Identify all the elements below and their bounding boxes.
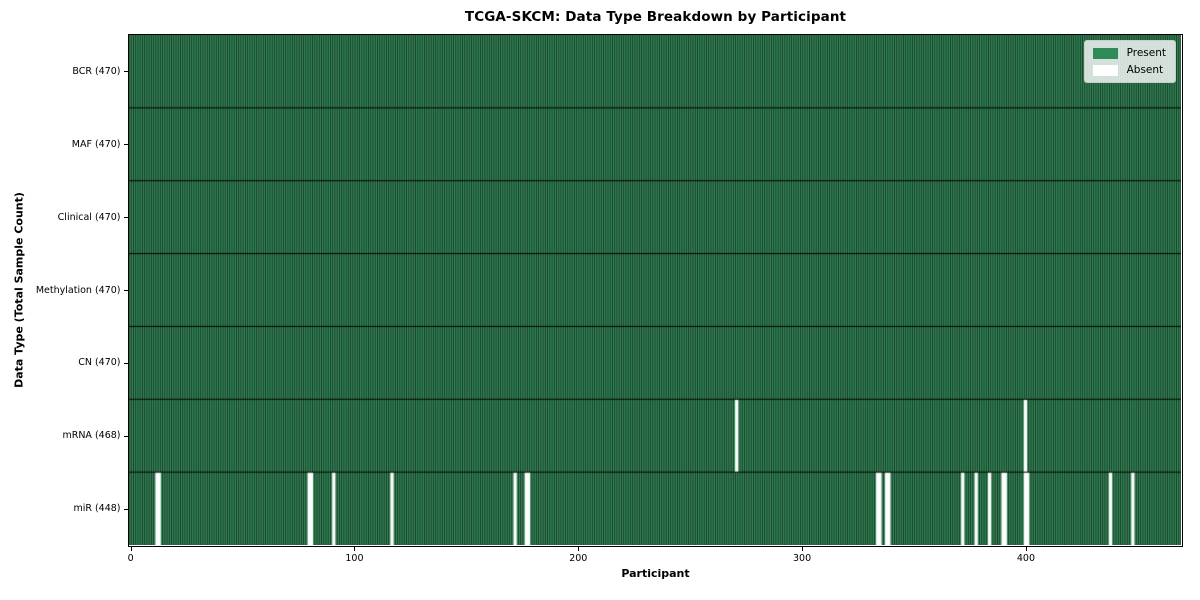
legend-label-absent: Absent (1126, 64, 1164, 76)
legend-entry-absent: Absent (1092, 64, 1166, 76)
y-tick-mark (124, 290, 128, 291)
y-tick-mark (124, 508, 128, 510)
y-tick-label: BCR (470) (72, 65, 121, 77)
x-tick-label: 300 (793, 552, 812, 564)
heatmap-canvas (129, 35, 1181, 545)
y-tick-label: Methylation (470) (35, 284, 121, 296)
x-tick-label: 200 (569, 552, 588, 564)
y-axis-label: Data Type (Total Sample Count) (12, 192, 26, 388)
y-tick-label: Clinical (470) (57, 211, 121, 223)
y-tick-label: miR (448) (73, 503, 121, 515)
y-tick-mark (124, 362, 128, 364)
x-tick-mark (130, 547, 132, 551)
y-tick-mark (124, 144, 128, 146)
legend-label-present: Present (1126, 47, 1166, 59)
y-tick-label: MAF (470) (71, 138, 121, 150)
x-tick-mark (578, 547, 580, 551)
y-tick-label: CN (470) (78, 357, 121, 369)
x-tick-mark (802, 547, 804, 551)
legend-swatch-present-icon (1092, 47, 1118, 59)
plot-area: Present Absent (128, 34, 1183, 547)
x-tick-mark (1025, 547, 1027, 551)
y-tick-mark (124, 217, 128, 219)
x-tick-label: 0 (127, 552, 134, 564)
chart-title: TCGA-SKCM: Data Type Breakdown by Partic… (464, 9, 847, 25)
x-axis-label: Participant (621, 567, 690, 580)
x-tick-mark (354, 547, 356, 551)
y-tick-mark (124, 435, 128, 437)
x-tick-label: 400 (1016, 552, 1035, 564)
legend-entry-present: Present (1092, 47, 1166, 59)
y-tick-mark (124, 71, 128, 73)
legend-swatch-absent-icon (1092, 64, 1118, 76)
y-tick-label: mRNA (468) (62, 430, 121, 442)
x-tick-label: 100 (345, 552, 364, 564)
legend: Present Absent (1083, 40, 1176, 83)
